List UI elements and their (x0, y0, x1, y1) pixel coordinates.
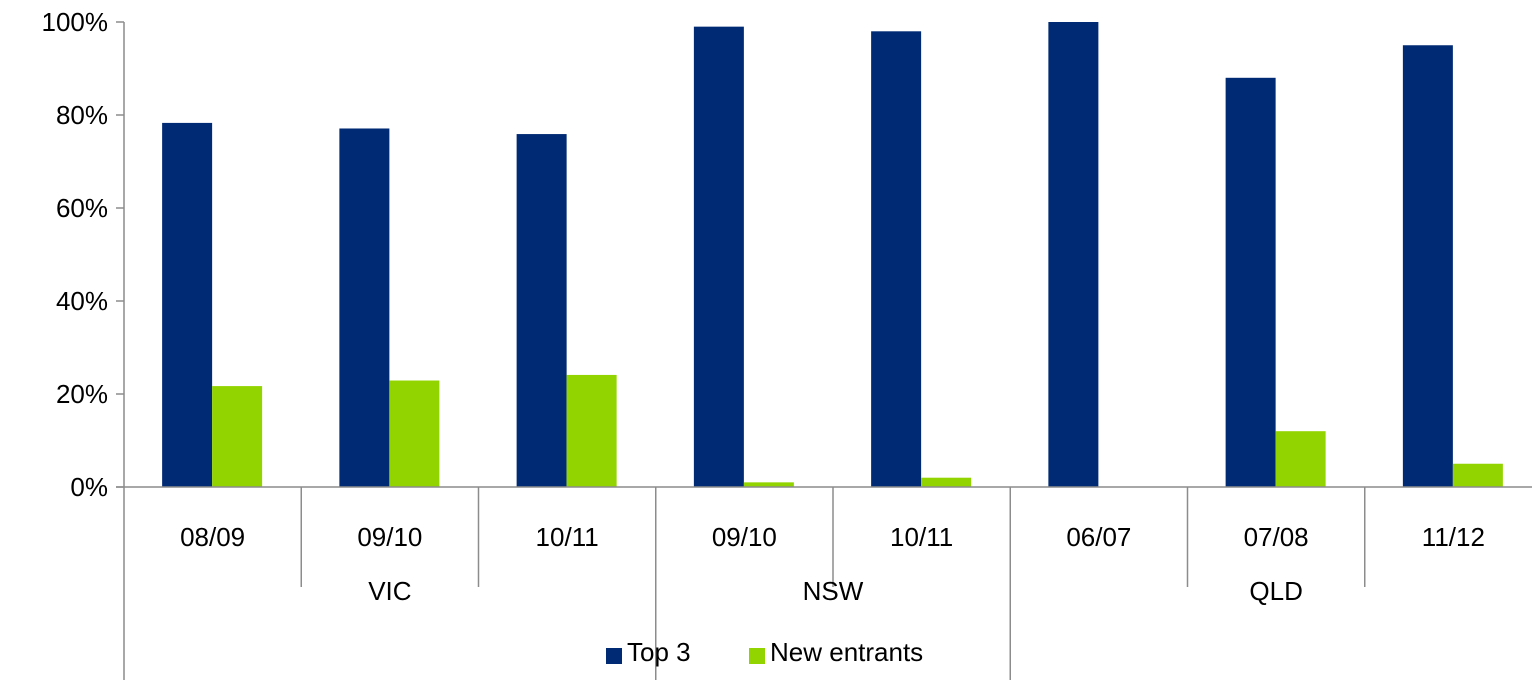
x-group-label: NSW (803, 576, 864, 606)
x-category-label: 08/09 (180, 522, 245, 552)
legend: Top 3 New entrants (606, 637, 923, 667)
bar-top-3 (1225, 77, 1276, 488)
x-category-label: 10/11 (536, 522, 599, 552)
y-tick-label: 60% (56, 193, 108, 223)
x-category-label: 07/08 (1244, 522, 1309, 552)
x-category-label: 09/10 (357, 522, 422, 552)
x-category-label: 10/11 (890, 522, 953, 552)
x-category-label: 11/12 (1422, 522, 1485, 552)
y-tick-label: 0% (70, 472, 108, 502)
x-group-label: QLD (1249, 576, 1302, 606)
y-tick-label: 80% (56, 100, 108, 130)
bar-top-3 (871, 31, 922, 488)
bar-new-entrants (212, 386, 263, 487)
legend-swatch (749, 648, 765, 664)
bar-top-3 (1048, 22, 1099, 487)
bar-top-3 (162, 122, 213, 487)
x-category-label: 06/07 (1066, 522, 1131, 552)
legend-swatch (606, 648, 622, 664)
bar-new-entrants (1275, 431, 1326, 487)
x-axis: 08/09 09/10 10/11 09/10 10/11 06/07 07/08 11/12… (116, 486, 1532, 680)
bar-new-entrants (921, 477, 972, 487)
bars (162, 22, 1503, 488)
y-tick-label: 40% (56, 286, 108, 316)
bar-top-3 (1402, 45, 1453, 487)
bar-top-3 (693, 26, 744, 488)
bar-top-3 (339, 128, 390, 488)
bar-new-entrants (743, 482, 794, 487)
bar-new-entrants (1452, 463, 1503, 487)
bar-new-entrants (389, 380, 440, 487)
bar-new-entrants (566, 374, 617, 487)
legend-label: New entrants (770, 637, 923, 667)
y-tick-label: 100% (42, 7, 109, 37)
bar-top-3 (516, 134, 567, 487)
y-axis: 0% 20% 40% 60% 80% 100% (42, 7, 125, 502)
x-category-label: 09/10 (712, 522, 777, 552)
x-group-label: VIC (368, 576, 411, 606)
y-tick-label: 20% (56, 379, 108, 409)
legend-label: Top 3 (627, 637, 691, 667)
